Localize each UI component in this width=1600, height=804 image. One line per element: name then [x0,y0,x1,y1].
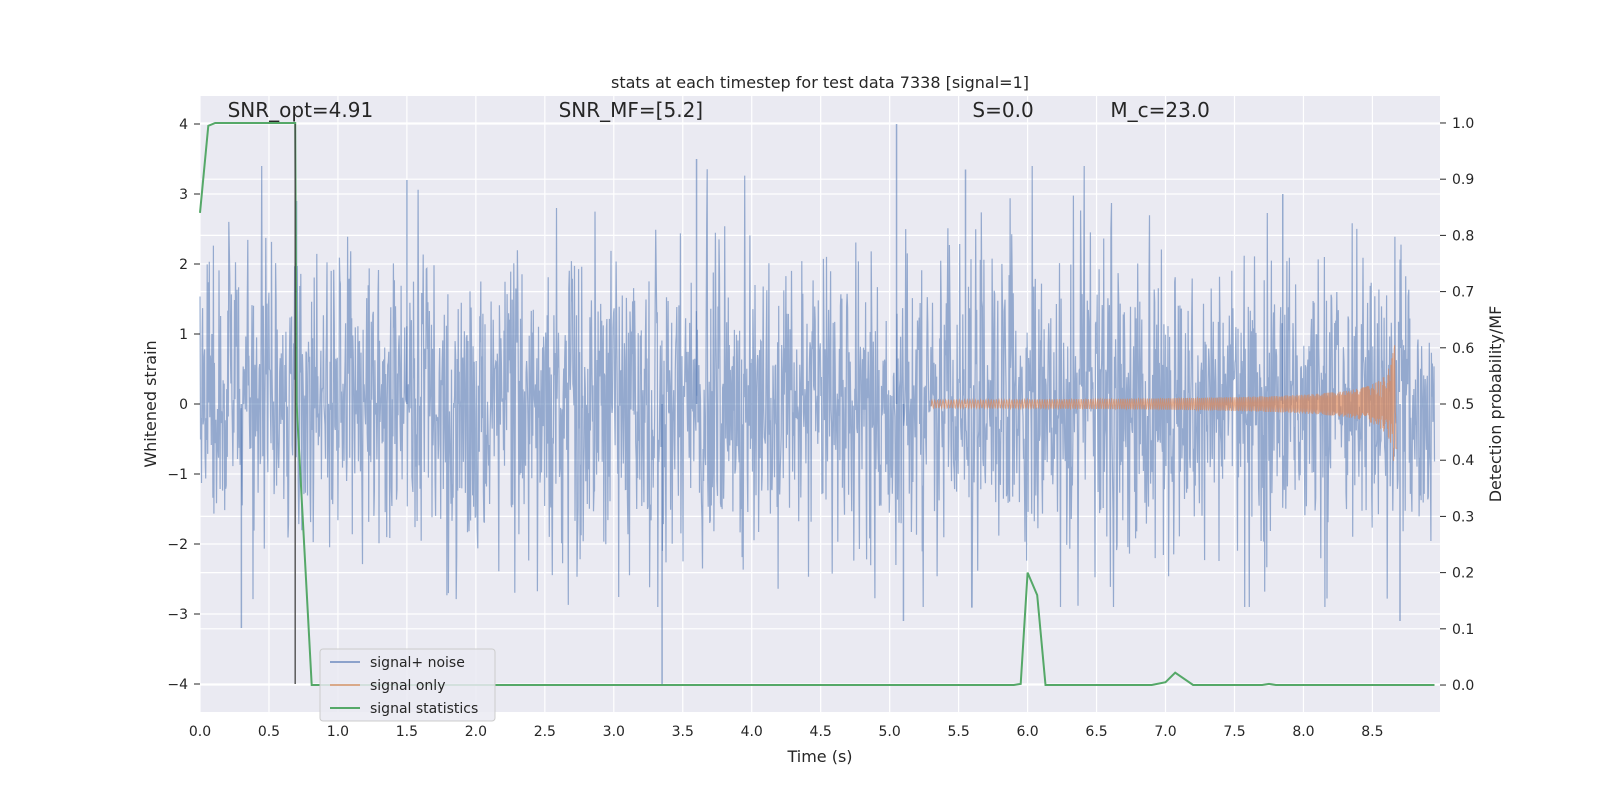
x-tick-label: 5.5 [947,724,969,740]
y-tick-label: 3 [179,187,188,203]
legend-label-noise: signal+ noise [370,655,465,671]
x-tick-label: 5.0 [879,724,901,740]
x-tick-layer: 0.0 0.5 1.0 1.5 2.0 2.5 3.0 3.5 4.0 4.5 5.0 5.5 6.0 6… [189,724,1384,740]
signal-statistics-series-line [199,122,1435,686]
y-tick-label: 1 [179,327,188,343]
annotation-layer: SNR_opt=4.91 SNR_MF=[5.2] S=0.0 M_c=23.0 [228,98,1210,122]
x-tick-label: 4.0 [741,724,763,740]
x-tick-label: 6.0 [1016,724,1038,740]
chart-title: stats at each timestep for test data 733… [611,73,1029,92]
x-tick-label: 2.5 [534,724,556,740]
x-tick-label: 2.0 [465,724,487,740]
y-tick-label: −2 [167,537,188,553]
signal-only-series-line [930,345,1398,461]
annotation-text: SNR_opt=4.91 [228,98,374,122]
y-tick-label: 4 [179,117,188,133]
signal-only-series-layer [930,345,1398,461]
y-tick-label: −3 [167,607,188,623]
y2-axis-label: Detection probability/MF [1486,306,1505,503]
y2-tick-label: 1.0 [1452,116,1474,132]
annotation-text: S=0.0 [972,98,1033,122]
x-tick-label: 7.5 [1223,724,1245,740]
y2-tick-label: 0.3 [1452,509,1474,525]
signal-statistics-series-layer [199,122,1435,686]
legend-label-signal: signal only [370,678,445,694]
y2-tick-label: 0.5 [1452,397,1474,413]
y-axis-label: Whitened strain [141,340,160,467]
x-axis-label: Time (s) [786,747,852,766]
legend: signal+ noise signal only signal statist… [319,648,496,722]
y-tick-label: 2 [179,257,188,273]
y2-tick-label: 0.4 [1452,453,1474,469]
y-tick-label: −4 [167,677,188,693]
y2-tick-label: 0.6 [1452,341,1474,357]
x-tick-label: 3.0 [603,724,625,740]
y-tick-layer: −4 −3 −2 −1 0 1 2 3 4 [167,117,200,693]
legend-label-statistics: signal statistics [370,701,478,717]
x-tick-label: 3.5 [672,724,694,740]
x-tick-label: 4.5 [810,724,832,740]
noise-series-layer [199,124,1436,684]
annotation-text: SNR_MF=[5.2] [559,98,703,122]
x-tick-label: 1.5 [396,724,418,740]
x-tick-label: 8.5 [1361,724,1383,740]
noise-series-line [199,165,1436,608]
y2-tick-label: 0.7 [1452,285,1474,301]
x-tick-label: 1.0 [327,724,349,740]
y2-tick-label: 0.1 [1452,622,1474,638]
y2-tick-layer: 0.0 0.1 0.2 0.3 0.4 0.5 0.6 0.7 0.8 0.9 1.0 [1440,116,1474,694]
y2-tick-label: 0.0 [1452,678,1474,694]
y2-tick-label: 0.8 [1452,228,1474,244]
annotation-text: M_c=23.0 [1110,98,1210,122]
x-tick-label: 0.0 [189,724,211,740]
y-tick-label: −1 [167,467,188,483]
y2-tick-label: 0.9 [1452,172,1474,188]
x-tick-label: 8.0 [1292,724,1314,740]
x-tick-label: 7.0 [1154,724,1176,740]
x-tick-label: 0.5 [258,724,280,740]
grid-layer [199,96,1440,712]
x-tick-label: 6.5 [1085,724,1107,740]
legend-box [319,648,496,722]
y-tick-label: 0 [179,397,188,413]
y2-tick-label: 0.2 [1452,566,1474,582]
